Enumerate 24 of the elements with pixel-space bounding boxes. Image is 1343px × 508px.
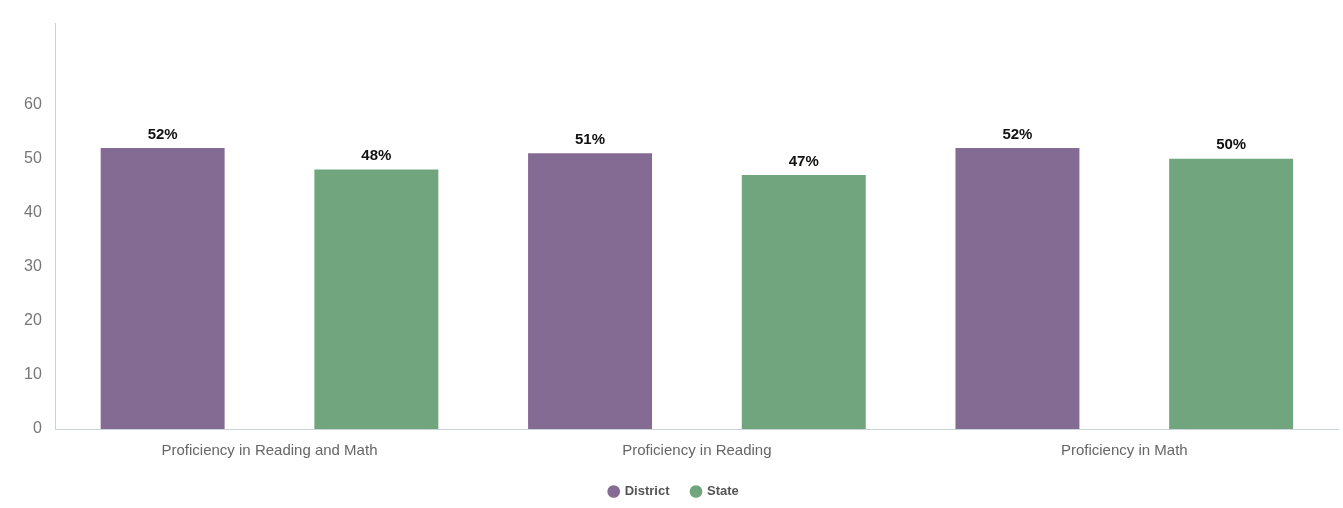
x-tick-label: Proficiency in Math — [1060, 441, 1188, 459]
y-tick-label: 40 — [24, 203, 42, 221]
y-tick-label: 60 — [24, 95, 42, 113]
data-label: 50% — [1216, 135, 1247, 153]
y-tick-label: 20 — [24, 311, 42, 329]
bar — [100, 147, 225, 429]
legend-label: State — [707, 483, 739, 499]
bar — [955, 147, 1080, 429]
data-label: 47% — [788, 151, 819, 169]
legend-label: District — [624, 483, 671, 499]
y-tick-label: 50 — [24, 149, 42, 167]
y-tick-label: 0 — [32, 419, 42, 437]
bar — [528, 153, 653, 429]
bar — [1169, 158, 1294, 429]
bar — [741, 174, 866, 429]
data-label: 48% — [361, 146, 392, 164]
bar — [314, 169, 439, 429]
x-tick-label: Proficiency in Reading and Math — [161, 441, 378, 459]
y-tick-label: 30 — [24, 257, 42, 275]
y-tick-label: 10 — [24, 365, 42, 383]
data-label: 52% — [147, 124, 178, 142]
data-label: 51% — [575, 129, 606, 147]
data-label: 52% — [1002, 124, 1033, 142]
x-tick-label: Proficiency in Reading — [622, 441, 772, 459]
